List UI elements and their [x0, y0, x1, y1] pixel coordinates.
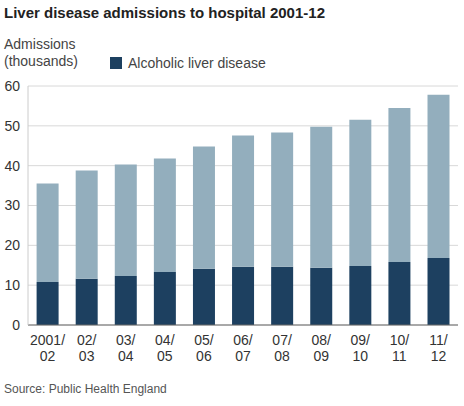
svg-text:09/10: 09/10 [351, 332, 371, 364]
svg-text:03/04: 03/04 [116, 332, 136, 364]
svg-text:07/08: 07/08 [272, 332, 292, 364]
svg-text:08/09: 08/09 [311, 332, 331, 364]
svg-text:11/12: 11/12 [429, 332, 448, 364]
svg-text:30: 30 [8, 197, 20, 213]
html-text:(thousands): (thousands) [4, 53, 78, 69]
svg-text:50: 50 [8, 118, 20, 134]
html-text:Source: Public Health England: Source: Public Health England [4, 382, 167, 396]
svg-text:10: 10 [8, 277, 20, 293]
svg-text:40: 40 [8, 158, 20, 174]
svg-text:06/07: 06/07 [233, 332, 253, 364]
svg-text:20: 20 [8, 237, 20, 253]
svg-text:2001/02: 2001/02 [30, 332, 65, 364]
svg-text:04/05: 04/05 [155, 332, 175, 364]
svg-text:10/11: 10/11 [390, 332, 410, 364]
svg-text:60: 60 [8, 78, 20, 94]
html-text:Admissions: Admissions [4, 36, 76, 52]
html-text:Alcoholic liver disease: Alcoholic liver disease [128, 55, 266, 71]
html-text:Liver disease admissions to ho: Liver disease admissions to hospital 200… [4, 4, 325, 21]
svg-text:02/03: 02/03 [77, 332, 97, 364]
svg-text:05/06: 05/06 [194, 332, 214, 364]
svg-text:0: 0 [12, 317, 20, 333]
